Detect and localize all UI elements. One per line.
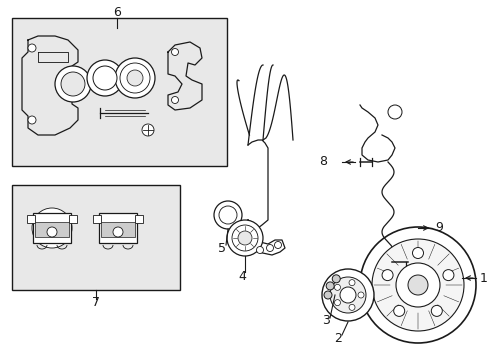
Bar <box>12 18 226 166</box>
Circle shape <box>339 287 355 303</box>
Bar <box>27 215 35 223</box>
Text: 5: 5 <box>218 243 225 256</box>
Circle shape <box>266 244 273 252</box>
Circle shape <box>219 206 237 224</box>
Circle shape <box>442 270 453 280</box>
Text: 7: 7 <box>92 296 100 309</box>
Circle shape <box>55 66 91 102</box>
Circle shape <box>348 304 354 310</box>
Text: 3: 3 <box>322 315 329 328</box>
Circle shape <box>359 227 475 343</box>
Circle shape <box>61 72 85 96</box>
Circle shape <box>334 284 340 291</box>
Bar <box>101 222 135 237</box>
Circle shape <box>371 239 463 331</box>
Circle shape <box>329 277 365 313</box>
Text: 8: 8 <box>318 156 326 168</box>
Circle shape <box>381 270 392 280</box>
Circle shape <box>93 66 117 90</box>
Bar <box>35 222 69 237</box>
Bar <box>12 185 180 290</box>
Bar <box>135 215 142 223</box>
Circle shape <box>120 63 150 93</box>
Bar <box>93 215 101 223</box>
Circle shape <box>321 269 373 321</box>
Circle shape <box>87 60 123 96</box>
Circle shape <box>231 225 258 251</box>
Circle shape <box>256 247 263 253</box>
Bar <box>99 213 137 243</box>
Circle shape <box>142 124 154 136</box>
Circle shape <box>325 282 333 290</box>
Circle shape <box>407 275 427 295</box>
Circle shape <box>274 242 281 248</box>
Circle shape <box>171 49 178 55</box>
Circle shape <box>357 292 363 298</box>
Circle shape <box>412 248 423 258</box>
Circle shape <box>334 300 340 306</box>
Circle shape <box>214 201 242 229</box>
Circle shape <box>430 305 442 316</box>
Circle shape <box>331 275 340 283</box>
Circle shape <box>171 96 178 104</box>
Text: 4: 4 <box>238 270 245 283</box>
Circle shape <box>47 227 57 237</box>
Circle shape <box>226 220 263 256</box>
Bar <box>33 213 71 243</box>
Circle shape <box>42 218 62 238</box>
Text: 9: 9 <box>434 221 442 234</box>
Circle shape <box>28 44 36 52</box>
Bar <box>69 215 77 223</box>
Circle shape <box>348 280 354 285</box>
Circle shape <box>324 291 331 299</box>
Text: 1: 1 <box>479 271 487 284</box>
Circle shape <box>393 305 404 316</box>
Circle shape <box>395 263 439 307</box>
Circle shape <box>115 58 155 98</box>
Text: 6: 6 <box>113 5 121 18</box>
Text: 2: 2 <box>333 332 341 345</box>
Circle shape <box>127 70 142 86</box>
Circle shape <box>238 231 251 245</box>
Circle shape <box>28 116 36 124</box>
Circle shape <box>32 208 72 248</box>
Circle shape <box>387 105 401 119</box>
Circle shape <box>113 227 123 237</box>
